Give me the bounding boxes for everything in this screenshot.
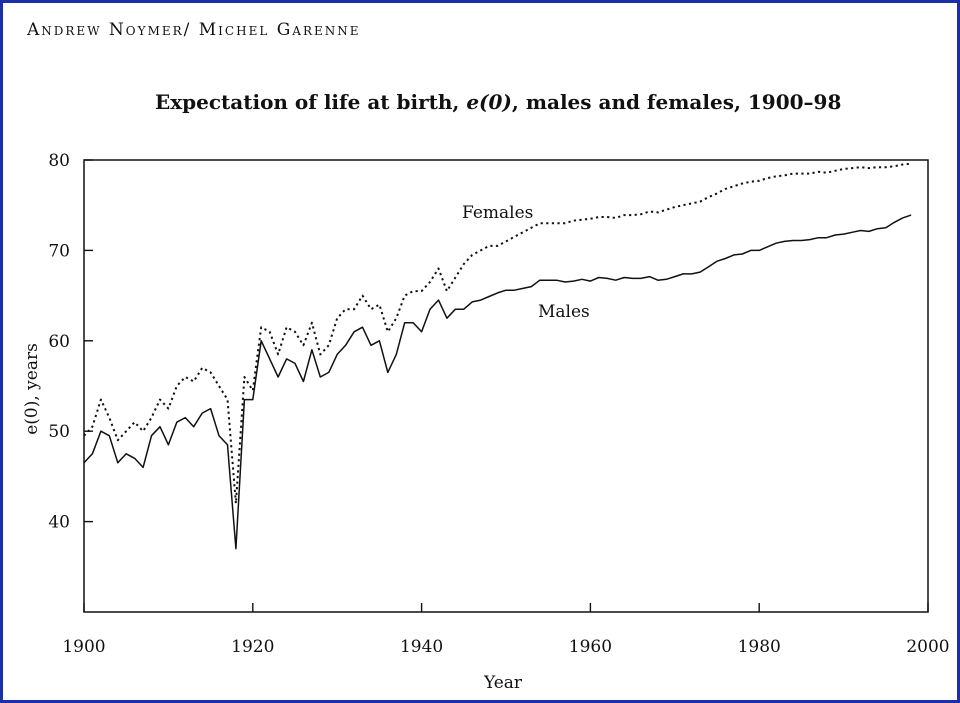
x-tick-label-1960: 1960	[569, 637, 612, 657]
series-group	[83, 162, 912, 550]
x-tick-label-1980: 1980	[738, 637, 781, 657]
chart-title-symbol: e(0)	[466, 90, 512, 114]
y-tick-label-50: 50	[48, 422, 70, 442]
y-tick-label-40: 40	[48, 513, 70, 533]
x-axis-title: Year	[483, 673, 523, 693]
author-header: Andrew Noymer/ Michel Garenne	[27, 20, 361, 40]
x-tick-label-1940: 1940	[400, 637, 443, 657]
x-tick-label-1920: 1920	[231, 637, 274, 657]
chart-title-prefix: Expectation of life at birth,	[155, 90, 467, 114]
series-line-females	[83, 162, 912, 505]
chart-title: Expectation of life at birth, e(0), male…	[155, 90, 841, 114]
y-tick-label-60: 60	[48, 332, 70, 352]
series-label-females: Females	[462, 203, 533, 223]
x-axis: 1900 1920 1940 1960 1980 2000	[62, 603, 950, 657]
y-axis: 40 50 60 70 80	[48, 151, 93, 533]
x-tick-label-1900: 1900	[62, 637, 105, 657]
y-axis-title: e(0), years	[22, 343, 42, 435]
y-tick-label-80: 80	[48, 151, 70, 171]
x-tick-label-2000: 2000	[906, 637, 949, 657]
series-line-males	[83, 214, 912, 550]
plot-area-frame	[83, 159, 929, 613]
y-tick-label-70: 70	[48, 241, 70, 261]
series-label-males: Males	[538, 302, 590, 322]
chart-title-suffix: , males and females, 1900–98	[511, 90, 842, 114]
